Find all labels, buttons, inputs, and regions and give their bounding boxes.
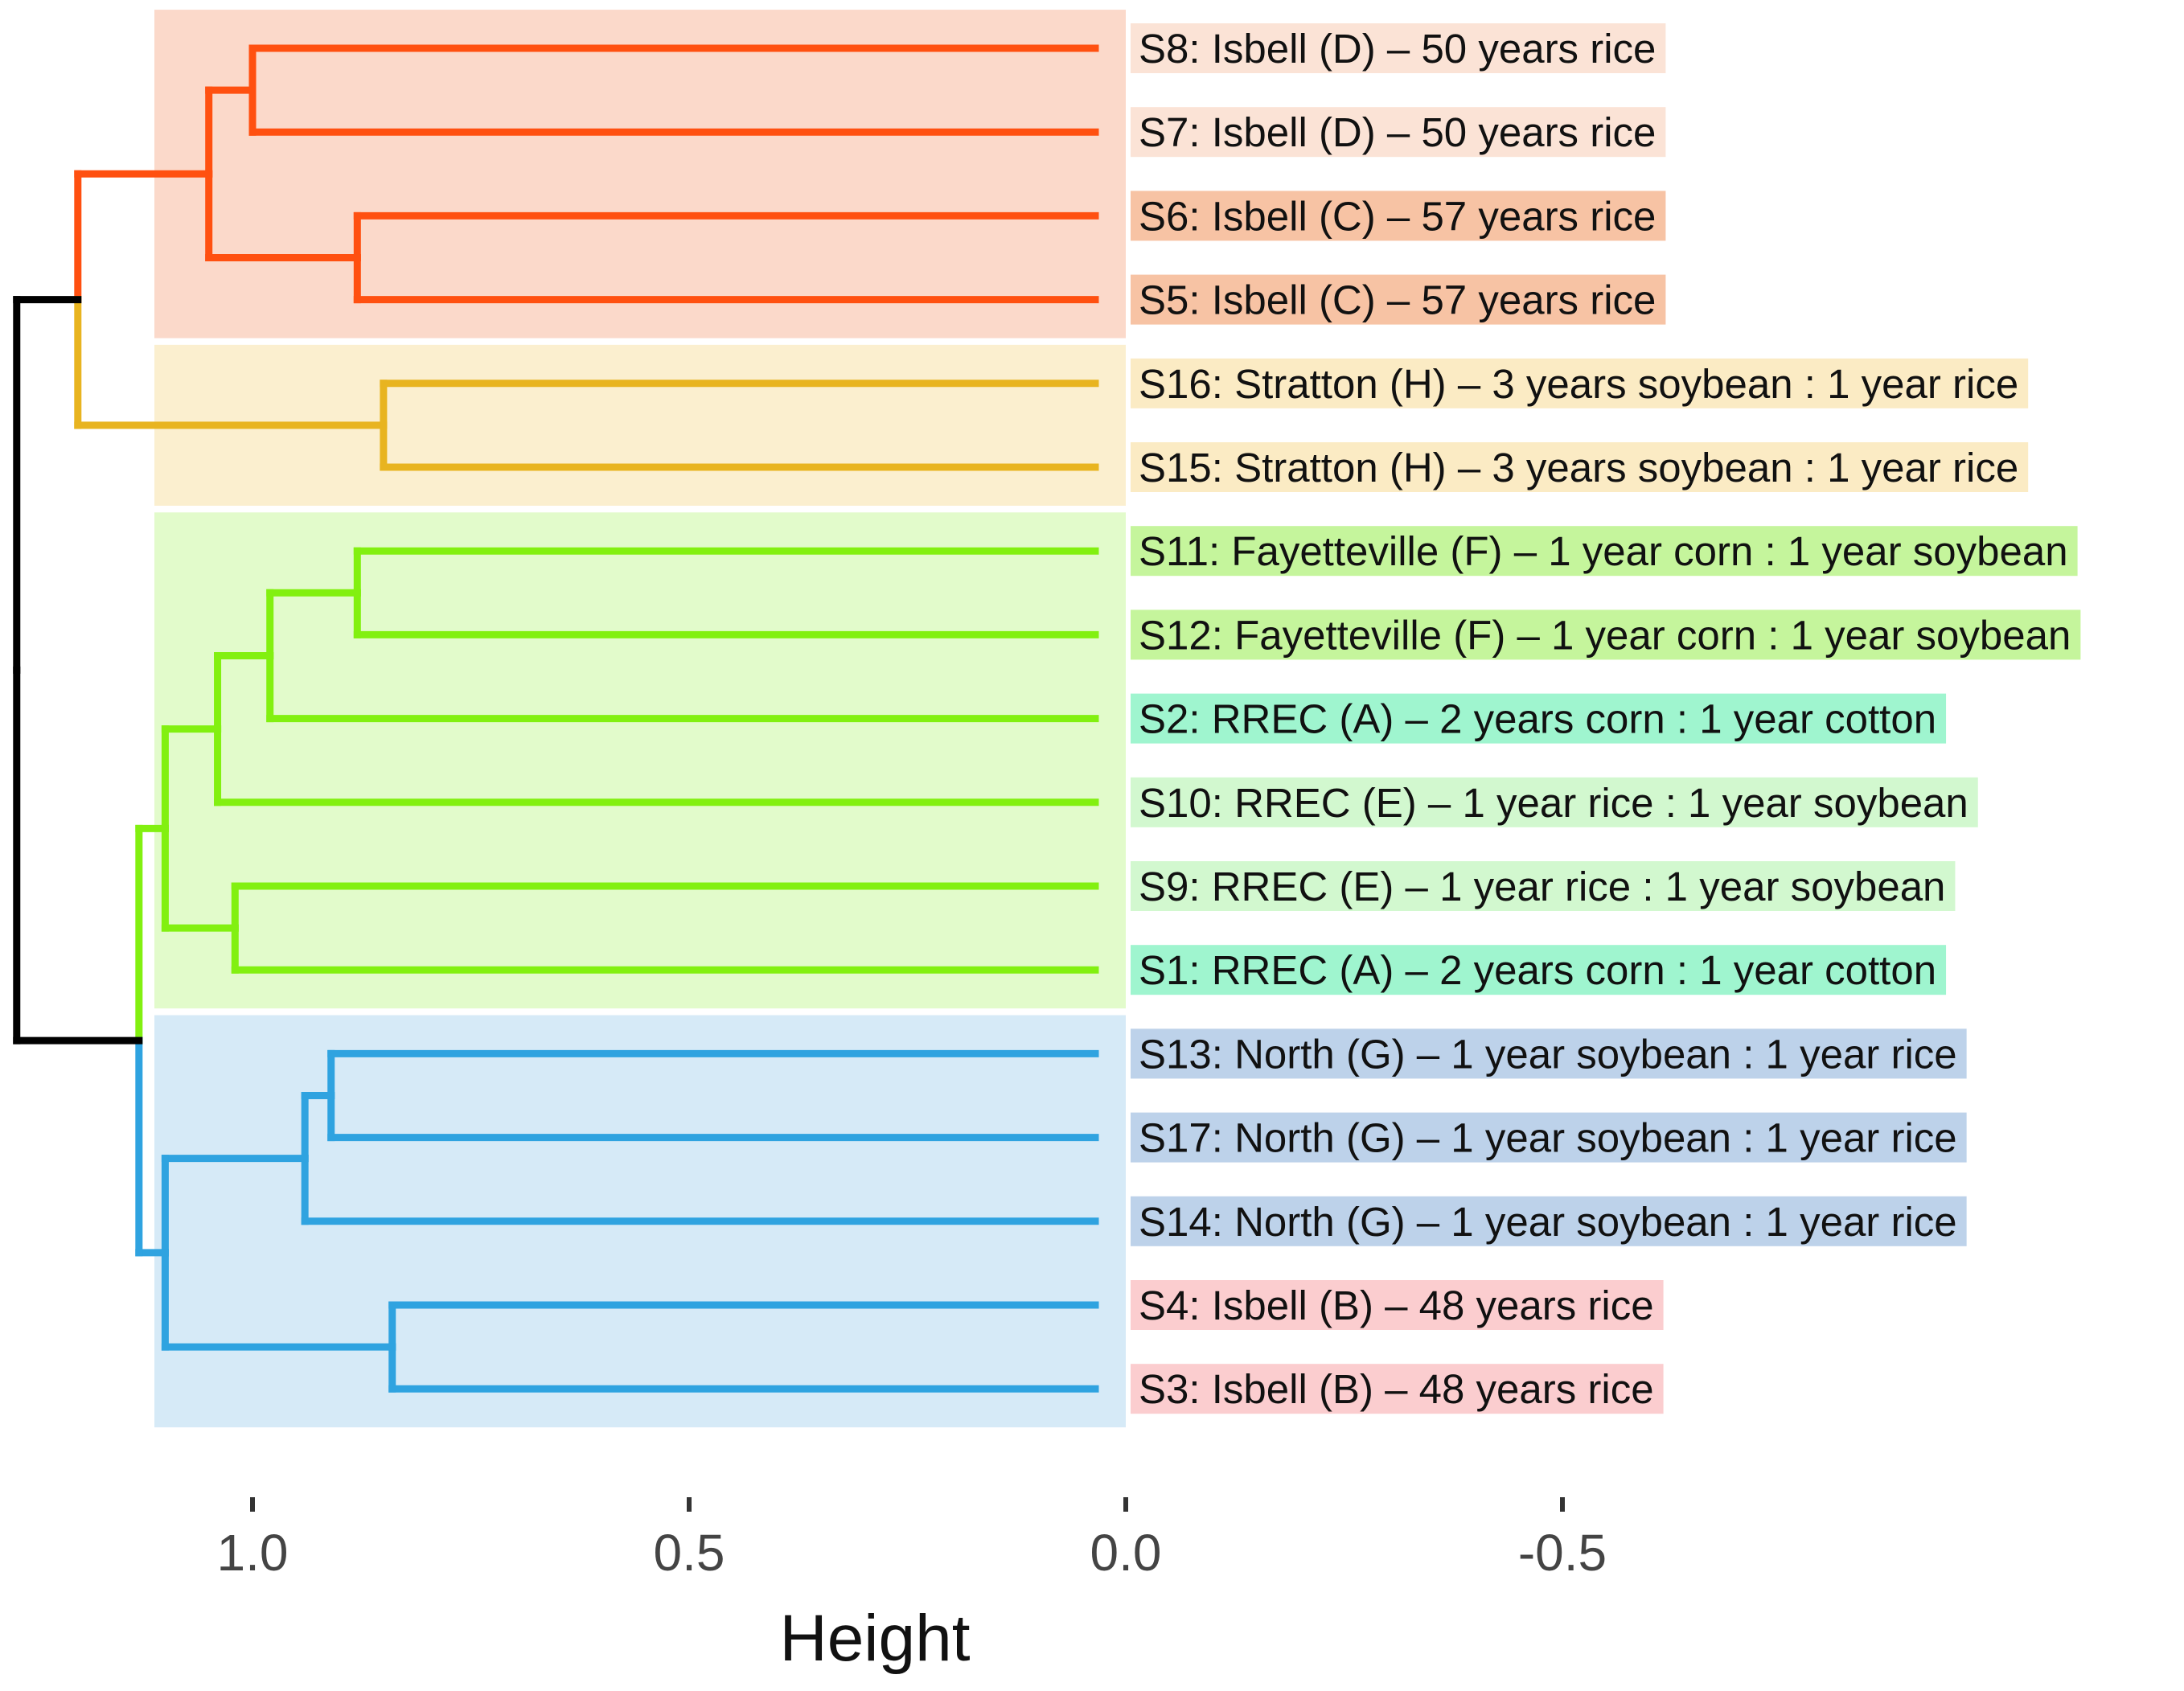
merge-node-10 — [327, 1049, 1099, 1142]
leaf-label-bg-s6 — [1131, 191, 1666, 241]
leaf-label-s9: S9: RREC (E) – 1 year rice : 1 year soyb… — [1139, 864, 1945, 909]
merge-node-5 — [353, 547, 1099, 638]
x-tick-label-0: 1.0 — [217, 1524, 289, 1582]
merge-node-14 — [135, 824, 169, 1257]
x-tick-label-3: -0.5 — [1518, 1524, 1607, 1582]
dendrogram-branches — [13, 44, 1099, 1393]
leaf-label-s4: S4: Isbell (B) – 48 years rice — [1139, 1283, 1654, 1328]
merge-node-13 — [161, 1155, 396, 1351]
leaf-label-bg-s2 — [1131, 693, 1947, 744]
leaf-label-s10: S10: RREC (E) – 1 year rice : 1 year soy… — [1139, 780, 1968, 826]
leaf-label-bg-s11 — [1131, 526, 2078, 577]
cluster-1-background — [154, 10, 1126, 339]
x-axis: Height 1.0 0.5 0.0 -0.5 — [217, 1497, 1607, 1675]
leaf-labels: S8: Isbell (D) – 50 years rice S7: Isbell… — [1139, 26, 2071, 1412]
merge-node-4 — [74, 170, 388, 429]
merge-node-1 — [353, 211, 1099, 304]
cluster-3-background — [154, 512, 1126, 1009]
merge-node-2 — [205, 86, 361, 261]
merge-node-9 — [161, 725, 239, 932]
leaf-label-s3: S3: Isbell (B) – 48 years rice — [1139, 1366, 1654, 1412]
leaf-label-bg-s5 — [1131, 274, 1666, 325]
leaf-label-s7: S7: Isbell (D) – 50 years rice — [1139, 109, 1656, 155]
leaf-label-bg-s1 — [1131, 945, 1947, 995]
leaf-label-s12: S12: Fayetteville (F) – 1 year corn : 1 … — [1139, 612, 2071, 658]
leaf-label-bg-s15 — [1131, 442, 2029, 492]
merge-node-15 — [13, 296, 143, 1045]
x-tick-label-1: 0.5 — [654, 1524, 725, 1582]
leaf-label-bg-s14 — [1131, 1196, 1967, 1246]
leaf-label-s14: S14: North (G) – 1 year soybean : 1 year… — [1139, 1199, 1957, 1245]
leaf-label-bg-s7 — [1131, 107, 1666, 158]
merge-node-11 — [301, 1092, 1099, 1225]
leaf-label-s13: S13: North (G) – 1 year soybean : 1 year… — [1139, 1031, 1957, 1077]
merge-node-0 — [248, 44, 1099, 136]
x-tick-label-2: 0.0 — [1090, 1524, 1162, 1582]
merge-node-7 — [214, 651, 1099, 807]
merge-node-6 — [266, 589, 1099, 723]
leaf-label-s8: S8: Isbell (D) – 50 years rice — [1139, 26, 1656, 72]
leaf-label-s11: S11: Fayetteville (F) – 1 year corn : 1 … — [1139, 528, 2068, 574]
leaf-label-bg-s3 — [1131, 1364, 1664, 1414]
leaf-label-bg-s17 — [1131, 1112, 1967, 1163]
merge-node-12 — [388, 1301, 1099, 1393]
leaf-label-s6: S6: Isbell (C) – 57 years rice — [1139, 193, 1656, 239]
leaf-label-bg-s4 — [1131, 1280, 1664, 1330]
leaf-label-highlights — [1131, 23, 2081, 1414]
leaf-label-s5: S5: Isbell (C) – 57 years rice — [1139, 277, 1656, 323]
merge-node-8 — [231, 882, 1099, 974]
leaf-label-bg-s10 — [1131, 777, 1978, 827]
leaf-label-bg-s12 — [1131, 609, 2081, 660]
leaf-label-s15: S15: Stratton (H) – 3 years soybean : 1 … — [1139, 445, 2018, 490]
merge-node-3 — [380, 380, 1099, 471]
leaf-label-s16: S16: Stratton (H) – 3 years soybean : 1 … — [1139, 361, 2018, 407]
leaf-label-s1: S1: RREC (A) – 2 years corn : 1 year cot… — [1139, 947, 1936, 993]
leaf-label-bg-s9 — [1131, 861, 1956, 911]
leaf-label-bg-s13 — [1131, 1028, 1967, 1079]
leaf-label-s2: S2: RREC (A) – 2 years corn : 1 year cot… — [1139, 696, 1936, 742]
leaf-label-bg-s16 — [1131, 358, 2029, 408]
leaf-label-bg-s8 — [1131, 23, 1666, 73]
x-axis-title: Height — [779, 1602, 970, 1675]
leaf-label-s17: S17: North (G) – 1 year soybean : 1 year… — [1139, 1115, 1957, 1161]
